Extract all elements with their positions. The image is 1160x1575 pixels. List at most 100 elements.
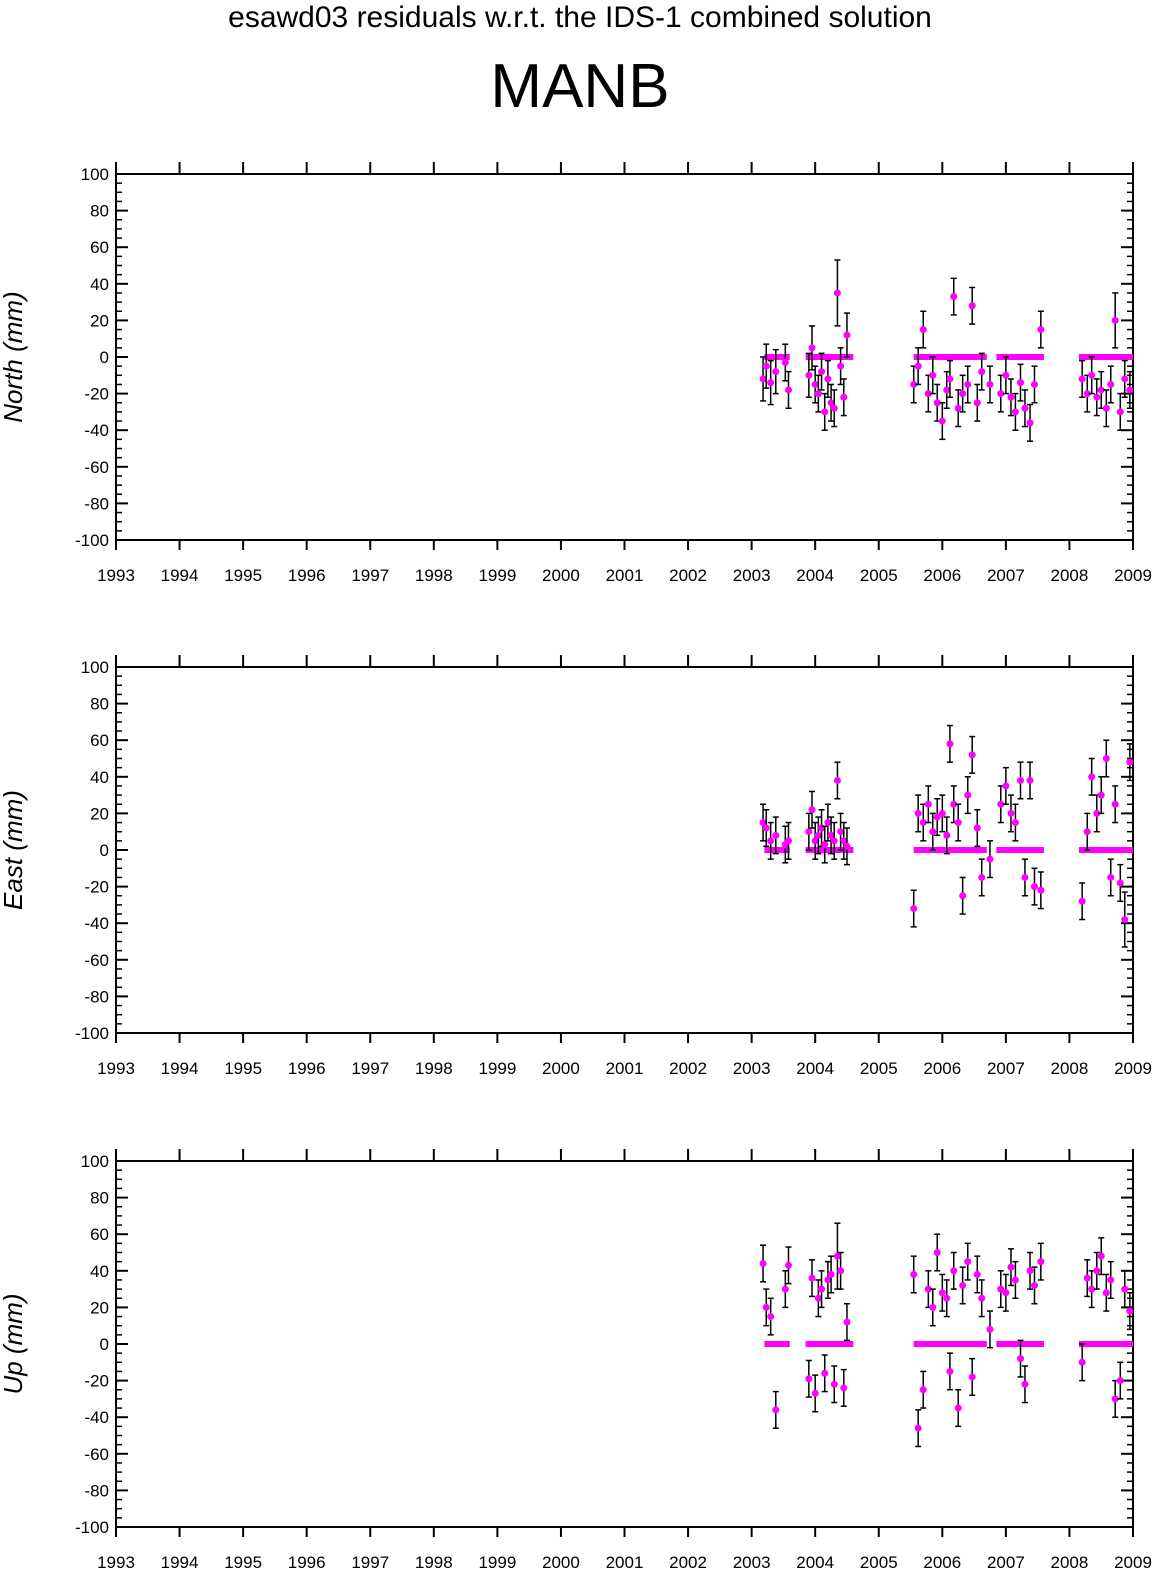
data-point: [762, 1303, 770, 1311]
data-point: [968, 1373, 976, 1381]
data-point: [1011, 819, 1019, 827]
data-point: [910, 380, 918, 388]
data-point: [968, 302, 976, 310]
x-tick-label: 2002: [669, 1059, 707, 1078]
data-point: [938, 417, 946, 425]
y-tick-label: 100: [81, 1152, 109, 1171]
x-tick-label: 1999: [478, 1553, 516, 1572]
data-point: [1111, 800, 1119, 808]
x-tick-label: 2004: [796, 566, 834, 585]
data-point: [1097, 386, 1105, 394]
data-point: [929, 828, 937, 836]
data-point: [827, 399, 835, 407]
data-point: [759, 375, 767, 383]
data-point: [805, 1375, 813, 1383]
data-point: [811, 1389, 819, 1397]
data-point: [1093, 393, 1101, 401]
y-tick-label: 80: [90, 695, 109, 714]
data-point: [1030, 883, 1038, 891]
data-point: [933, 399, 941, 407]
data-point: [1026, 776, 1034, 784]
x-tick-label: 1994: [161, 1553, 199, 1572]
x-tick-label: 2002: [669, 566, 707, 585]
y-tick-label: 100: [81, 165, 109, 184]
y-tick-label: -40: [84, 1408, 109, 1427]
x-tick-label: 2007: [987, 1059, 1025, 1078]
y-tick-label: 100: [81, 658, 109, 677]
data-point: [762, 824, 770, 832]
x-tick-label: 1993: [97, 1553, 135, 1572]
x-tick-label: 1998: [415, 1553, 453, 1572]
y-tick-label: -60: [84, 951, 109, 970]
x-tick-label: 2007: [987, 1553, 1025, 1572]
data-point: [843, 1318, 851, 1326]
x-tick-label: 2003: [733, 1059, 771, 1078]
data-point: [973, 1270, 981, 1278]
data-point: [840, 393, 848, 401]
data-point: [805, 371, 813, 379]
figure-title: esawd03 residuals w.r.t. the IDS-1 combi…: [228, 1, 932, 34]
y-tick-label: 20: [90, 1298, 109, 1317]
data-point: [997, 390, 1005, 398]
data-point: [946, 1367, 954, 1375]
x-tick-label: 1993: [97, 566, 135, 585]
data-point: [1126, 386, 1134, 394]
data-point: [914, 1424, 922, 1432]
data-point: [986, 1325, 994, 1333]
data-point: [946, 375, 954, 383]
y-tick-label: -60: [84, 1445, 109, 1464]
data-point: [924, 800, 932, 808]
data-point: [1116, 879, 1124, 887]
data-point: [1016, 379, 1024, 387]
data-point: [772, 1406, 780, 1414]
data-point: [808, 1274, 816, 1282]
data-point: [964, 1258, 972, 1266]
data-point: [772, 368, 780, 376]
data-point: [827, 831, 835, 839]
data-point: [1011, 408, 1019, 416]
data-point: [808, 344, 816, 352]
data-point: [954, 404, 962, 412]
data-point: [833, 776, 841, 784]
y-tick-label: 80: [90, 202, 109, 221]
data-point: [1026, 1267, 1034, 1275]
y-axis-label: Up (mm): [0, 1293, 28, 1394]
data-point: [986, 380, 994, 388]
data-point: [1083, 828, 1091, 836]
x-tick-label: 2006: [923, 1553, 961, 1572]
x-tick-label: 2005: [860, 1553, 898, 1572]
y-tick-label: 0: [100, 348, 109, 367]
data-point: [1011, 1276, 1019, 1284]
data-point: [840, 1384, 848, 1392]
x-tick-label: 2004: [796, 1059, 834, 1078]
data-point: [1007, 393, 1015, 401]
data-point: [759, 819, 767, 827]
x-tick-label: 1995: [224, 1059, 262, 1078]
y-tick-label: 60: [90, 238, 109, 257]
data-point: [1002, 782, 1010, 790]
data-point: [1037, 1258, 1045, 1266]
data-point: [767, 837, 775, 845]
data-point: [1088, 1285, 1096, 1293]
x-tick-label: 2009: [1114, 1553, 1152, 1572]
x-tick-label: 2000: [542, 1059, 580, 1078]
data-point: [833, 1252, 841, 1260]
data-point: [1107, 1276, 1115, 1284]
y-tick-label: -20: [84, 385, 109, 404]
data-point: [772, 831, 780, 839]
x-tick-label: 2002: [669, 1553, 707, 1572]
data-point: [978, 368, 986, 376]
data-point: [837, 1267, 845, 1275]
data-point: [933, 1249, 941, 1256]
data-point: [1016, 776, 1024, 784]
y-tick-label: 20: [90, 804, 109, 823]
panel-1: 100 80 60 40 20 0 -20 -40 -60 -80 -100 1993 1994 1995…: [0, 162, 1152, 585]
data-point: [837, 828, 845, 836]
x-tick-label: 2001: [606, 1059, 644, 1078]
data-point: [827, 1270, 835, 1278]
data-point: [1037, 326, 1045, 334]
x-tick-label: 2000: [542, 1553, 580, 1572]
data-point: [781, 358, 789, 366]
data-point: [1002, 1289, 1010, 1297]
data-point: [808, 806, 816, 814]
